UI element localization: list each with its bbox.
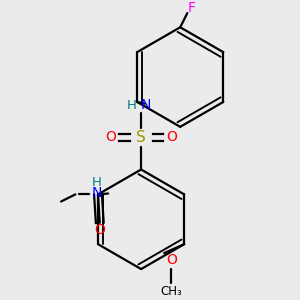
Text: CH₃: CH₃ [160, 285, 182, 298]
Text: S: S [136, 130, 146, 145]
Text: N: N [92, 186, 102, 200]
Text: F: F [188, 1, 196, 15]
Text: H: H [92, 176, 102, 189]
Text: O: O [166, 253, 177, 267]
Text: N: N [140, 98, 151, 112]
Text: O: O [106, 130, 116, 145]
Text: H: H [126, 99, 136, 112]
Text: O: O [166, 130, 177, 145]
Text: O: O [94, 223, 105, 237]
